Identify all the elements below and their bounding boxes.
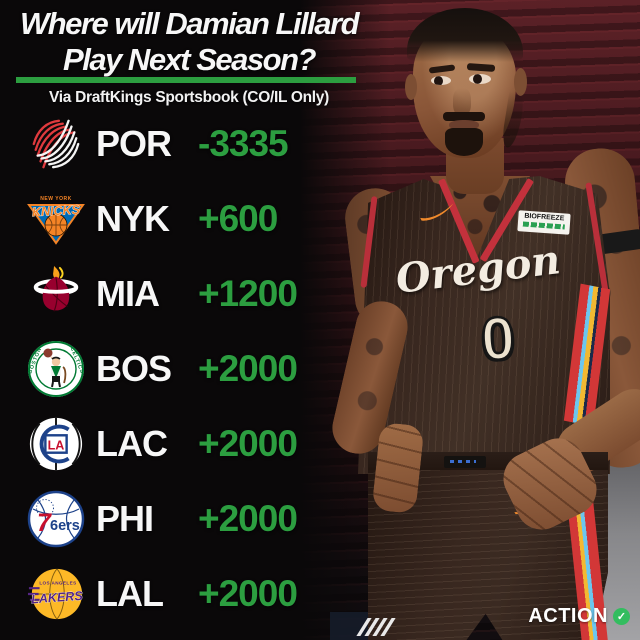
player-goatee — [445, 128, 483, 156]
76ers-seven: 7 — [37, 509, 52, 537]
76ers-rest: 6ers — [50, 518, 80, 534]
new-york-knicks-logo-icon: NEW YORK KNICKS — [16, 189, 96, 249]
action-wordmark: ACTION — [528, 605, 608, 627]
title-line-1: Where will Damian Lillard — [19, 6, 360, 41]
team-odds: -3335 — [198, 123, 289, 164]
team-odds: +1200 — [198, 273, 298, 314]
nike-swoosh-icon — [419, 203, 458, 227]
odds-row-mia: MIA +1200 — [16, 262, 350, 326]
jersey-number: 0 — [478, 303, 517, 374]
player-eye — [431, 76, 451, 85]
odds-row-por: POR -3335 — [16, 112, 350, 176]
clippers-la-monogram: LA — [48, 438, 65, 452]
player-mustache — [443, 112, 485, 121]
team-abbr: PHI — [96, 498, 154, 539]
odds-row-bos: BOSTON CELTICS BOS +2000 — [16, 337, 350, 401]
player-ear — [405, 74, 417, 100]
action-network-watermark: ACTION ✓ — [528, 605, 630, 628]
odds-row-lal: LOS ANGELES LAKERS LAL +2000 — [16, 562, 350, 626]
title-line-2: Play Next Season? — [63, 42, 316, 77]
player-ear — [514, 68, 527, 96]
lakers-city-text: LOS ANGELES — [39, 580, 76, 585]
team-odds: +600 — [198, 198, 278, 239]
sportsbook-source: Via DraftKings Sportsbook (CO/IL Only) — [49, 89, 329, 106]
player-lips — [449, 120, 479, 130]
title-underline-bar — [16, 77, 356, 83]
los-angeles-lakers-logo-icon: LOS ANGELES LAKERS — [16, 565, 96, 623]
biofreeze-patch: BIOFREEZE — [517, 210, 571, 235]
player-hair — [407, 8, 523, 62]
odds-row-phi: 7 6ers PHI +2000 — [16, 487, 350, 551]
knicks-wordmark: KNICKS — [32, 203, 81, 220]
knicks-city-text: NEW YORK — [40, 196, 71, 202]
player-eye — [469, 74, 491, 84]
team-abbr: NYK — [96, 198, 170, 239]
team-abbr: LAL — [96, 573, 164, 614]
miami-heat-logo-icon — [16, 265, 96, 323]
odds-row-nyk: NEW YORK KNICKS NYK +600 — [16, 187, 350, 251]
shorts-drawstring — [444, 456, 486, 468]
odds-row-lac: LA LAC +2000 — [16, 412, 350, 476]
team-abbr: MIA — [96, 273, 160, 314]
check-circle-icon: ✓ — [613, 608, 630, 625]
team-odds: +2000 — [198, 348, 298, 389]
team-odds: +2000 — [198, 498, 298, 539]
team-abbr: POR — [96, 123, 172, 164]
team-odds: +2000 — [198, 573, 298, 614]
page-title: Where will Damian Lillard Play Next Seas… — [0, 6, 378, 78]
odds-table: POR -3335 NEW YORK KNICKS NYK +600 — [16, 112, 350, 626]
shorts-hem-marks — [356, 618, 402, 636]
team-odds: +2000 — [198, 423, 298, 464]
team-abbr: LAC — [96, 423, 168, 464]
player-head — [405, 8, 527, 158]
boston-celtics-logo-icon: BOSTON CELTICS — [16, 339, 96, 399]
la-clippers-logo-icon: LA — [16, 415, 96, 473]
lakers-wordmark: LAKERS — [31, 589, 84, 607]
portland-trail-blazers-logo-icon — [16, 115, 96, 173]
philadelphia-76ers-logo-icon: 7 6ers — [16, 489, 96, 549]
team-abbr: BOS — [96, 348, 172, 389]
player-nose — [453, 88, 471, 116]
